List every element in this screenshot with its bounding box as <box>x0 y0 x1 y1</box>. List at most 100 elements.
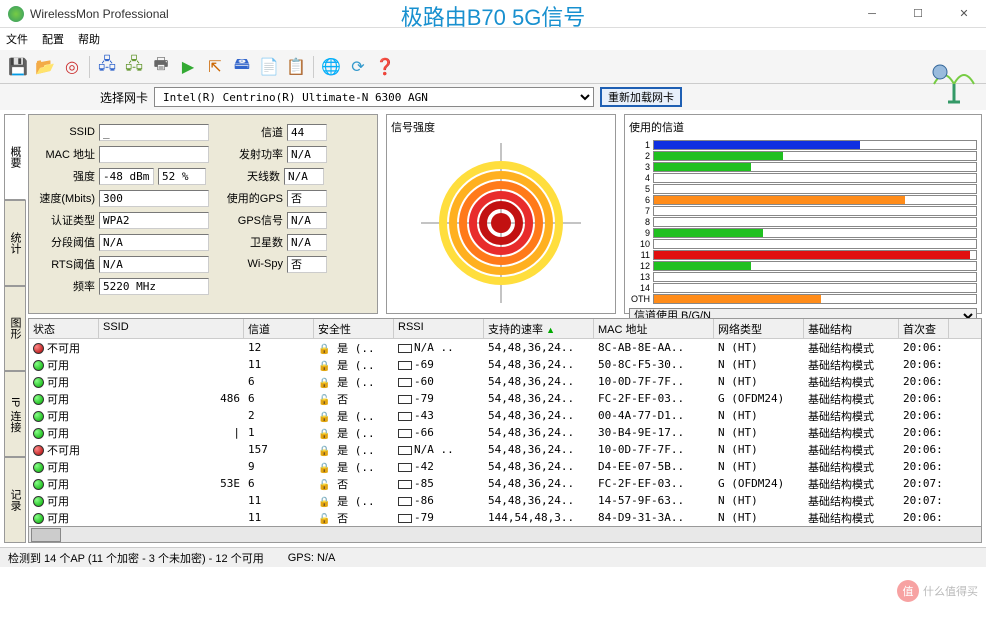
refresh-icon[interactable]: ⟳ <box>346 55 370 79</box>
play-icon[interactable]: ▶ <box>176 55 200 79</box>
col-network[interactable]: 网络类型 <box>714 319 804 338</box>
app-title: WirelessMon Professional <box>30 7 169 21</box>
log-icon[interactable]: 📄 <box>257 55 281 79</box>
auth-value: WPA2 <box>99 212 209 229</box>
col-rate[interactable]: 支持的速率 ▲ <box>484 319 594 338</box>
strength-label: 强度 <box>33 168 95 184</box>
ap-row[interactable]: 不可用12🔒 是 (..N/A ..54,48,36,24..8C-AB-8E-… <box>29 339 981 356</box>
save-icon[interactable]: 💾 <box>6 55 30 79</box>
minimize-button[interactable]: ─ <box>858 4 886 24</box>
ap-row[interactable]: 可用6🔒 是 (..-6054,48,36,24..10-0D-7F-7F..N… <box>29 373 981 390</box>
open-icon[interactable]: 📂 <box>33 55 57 79</box>
titlebar: WirelessMon Professional 极路由B70 5G信号 ─ ☐… <box>0 0 986 28</box>
channel-row: 13 <box>629 271 977 282</box>
ap-row[interactable]: 可用53E6🔓 否-8554,48,36,24..FC-2F-EF-03..G … <box>29 475 981 492</box>
channel-panel: 使用的信道 1234567891011121314OTH 信道使用 B/G/N <box>624 114 982 314</box>
gauge-title: 信号强度 <box>391 119 611 135</box>
info-panel: SSID_信道44 MAC 地址发射功率N/A 强度-48 dBm52 %天线数… <box>28 114 378 314</box>
chan-label: 信道 <box>213 124 283 140</box>
menu-help[interactable]: 帮助 <box>78 31 100 47</box>
ap-row[interactable]: 可用4866🔓 否-7954,48,36,24..FC-2F-EF-03..G … <box>29 390 981 407</box>
chan-value: 44 <box>287 124 327 141</box>
ap-list-panel: 状态 SSID 信道 安全性 RSSI 支持的速率 ▲ MAC 地址 网络类型 … <box>28 318 982 543</box>
watermark-text: 什么值得买 <box>923 583 978 599</box>
channel-title: 使用的信道 <box>629 119 977 135</box>
export-icon[interactable]: ⇱ <box>203 55 227 79</box>
col-mac[interactable]: MAC 地址 <box>594 319 714 338</box>
status-gps: GPS: N/A <box>288 552 336 564</box>
target-icon[interactable]: ◎ <box>60 55 84 79</box>
side-tab-1[interactable]: 统计 <box>4 200 26 286</box>
side-tab-2[interactable]: 图形 <box>4 286 26 372</box>
gauge-icon <box>416 138 586 308</box>
sat-value: N/A <box>287 234 327 251</box>
nic-select[interactable]: Intel(R) Centrino(R) Ultimate-N 6300 AGN <box>154 87 594 107</box>
rts-value: N/A <box>99 256 209 273</box>
channel-row: 8 <box>629 216 977 227</box>
channel-row: 3 <box>629 161 977 172</box>
nic-row: 选择网卡 Intel(R) Centrino(R) Ultimate-N 630… <box>0 84 986 110</box>
help-icon[interactable]: ❓ <box>373 55 397 79</box>
clip-icon[interactable]: 📋 <box>284 55 308 79</box>
toolbar: 💾📂◎🖧🖧🖶▶⇱🖴📄📋🌐⟳❓ <box>0 50 986 84</box>
net1-icon[interactable]: 🖧 <box>95 55 119 79</box>
ap-row[interactable]: 可用2🔒 是 (..-4354,48,36,24..00-4A-77-D1..N… <box>29 407 981 424</box>
scroll-thumb[interactable] <box>31 528 61 542</box>
channel-row: 2 <box>629 150 977 161</box>
gps-value: 否 <box>287 190 327 207</box>
channel-row: 11 <box>629 249 977 260</box>
channel-row: 14 <box>629 282 977 293</box>
net2-icon[interactable]: 🖧 <box>122 55 146 79</box>
mac-value <box>99 146 209 163</box>
col-infra[interactable]: 基础结构 <box>804 319 899 338</box>
ap-row[interactable]: 不可用157🔒 是 (..N/A ..54,48,36,24..10-0D-7F… <box>29 441 981 458</box>
gps-label: 使用的GPS <box>213 190 283 206</box>
col-firstseen[interactable]: 首次查 <box>899 319 949 338</box>
list-body[interactable]: 不可用12🔒 是 (..N/A ..54,48,36,24..8C-AB-8E-… <box>29 339 981 526</box>
channel-row: 6 <box>629 194 977 205</box>
frag-label: 分段阈值 <box>33 234 95 250</box>
ssid-value: _ <box>99 124 209 141</box>
statusbar: 检测到 14 个AP (11 个加密 - 3 个未加密) - 12 个可用 GP… <box>0 547 986 567</box>
strength-dbm: -48 dBm <box>99 168 154 185</box>
channel-row: 5 <box>629 183 977 194</box>
channel-row: 7 <box>629 205 977 216</box>
list-header: 状态 SSID 信道 安全性 RSSI 支持的速率 ▲ MAC 地址 网络类型 … <box>29 319 981 339</box>
col-ssid[interactable]: SSID <box>99 319 244 338</box>
frag-value: N/A <box>99 234 209 251</box>
speed-label: 速度(Mbits) <box>33 190 95 206</box>
ap-row[interactable]: 可用11🔓 否-79144,54,48,3..84-D9-31-3A..N (H… <box>29 509 981 526</box>
printer-icon[interactable]: 🖶 <box>149 55 173 79</box>
col-status[interactable]: 状态 <box>29 319 99 338</box>
ant-value: N/A <box>284 168 324 185</box>
tx-label: 发射功率 <box>213 146 283 162</box>
tx-value: N/A <box>287 146 327 163</box>
wispy-value: 否 <box>287 256 327 273</box>
ap-row[interactable]: 可用11🔒 是 (..-8654,48,36,24..14-57-9F-63..… <box>29 492 981 509</box>
reload-nic-button[interactable]: 重新加载网卡 <box>600 87 682 107</box>
maximize-button[interactable]: ☐ <box>904 4 932 24</box>
side-tab-0[interactable]: 概要 <box>4 114 26 200</box>
ap-row[interactable]: 可用9🔒 是 (..-4254,48,36,24..D4-EE-07-5B..N… <box>29 458 981 475</box>
h-scrollbar[interactable] <box>29 526 981 542</box>
col-security[interactable]: 安全性 <box>314 319 394 338</box>
ssid-label: SSID <box>33 126 95 138</box>
menu-file[interactable]: 文件 <box>6 31 28 47</box>
globe-icon[interactable]: 🌐 <box>319 55 343 79</box>
menu-config[interactable]: 配置 <box>42 31 64 47</box>
sat-label: 卫星数 <box>213 234 283 250</box>
freq-label: 频率 <box>33 278 95 294</box>
app-icon <box>8 6 24 22</box>
col-channel[interactable]: 信道 <box>244 319 314 338</box>
side-tabs: 概要统计图形IP 连接记录 <box>4 114 26 543</box>
close-button[interactable]: ✕ <box>950 4 978 24</box>
channel-row: 10 <box>629 238 977 249</box>
col-rssi[interactable]: RSSI <box>394 319 484 338</box>
auth-label: 认证类型 <box>33 212 95 228</box>
ap-row[interactable]: 可用|1🔒 是 (..-6654,48,36,24..30-B4-9E-17..… <box>29 424 981 441</box>
side-tab-4[interactable]: 记录 <box>4 457 26 543</box>
side-tab-3[interactable]: IP 连接 <box>4 371 26 457</box>
disk-icon[interactable]: 🖴 <box>230 55 254 79</box>
ap-row[interactable]: 可用11🔒 是 (..-6954,48,36,24..50-8C-F5-30..… <box>29 356 981 373</box>
overlay-title: 极路由B70 5G信号 <box>401 0 586 32</box>
